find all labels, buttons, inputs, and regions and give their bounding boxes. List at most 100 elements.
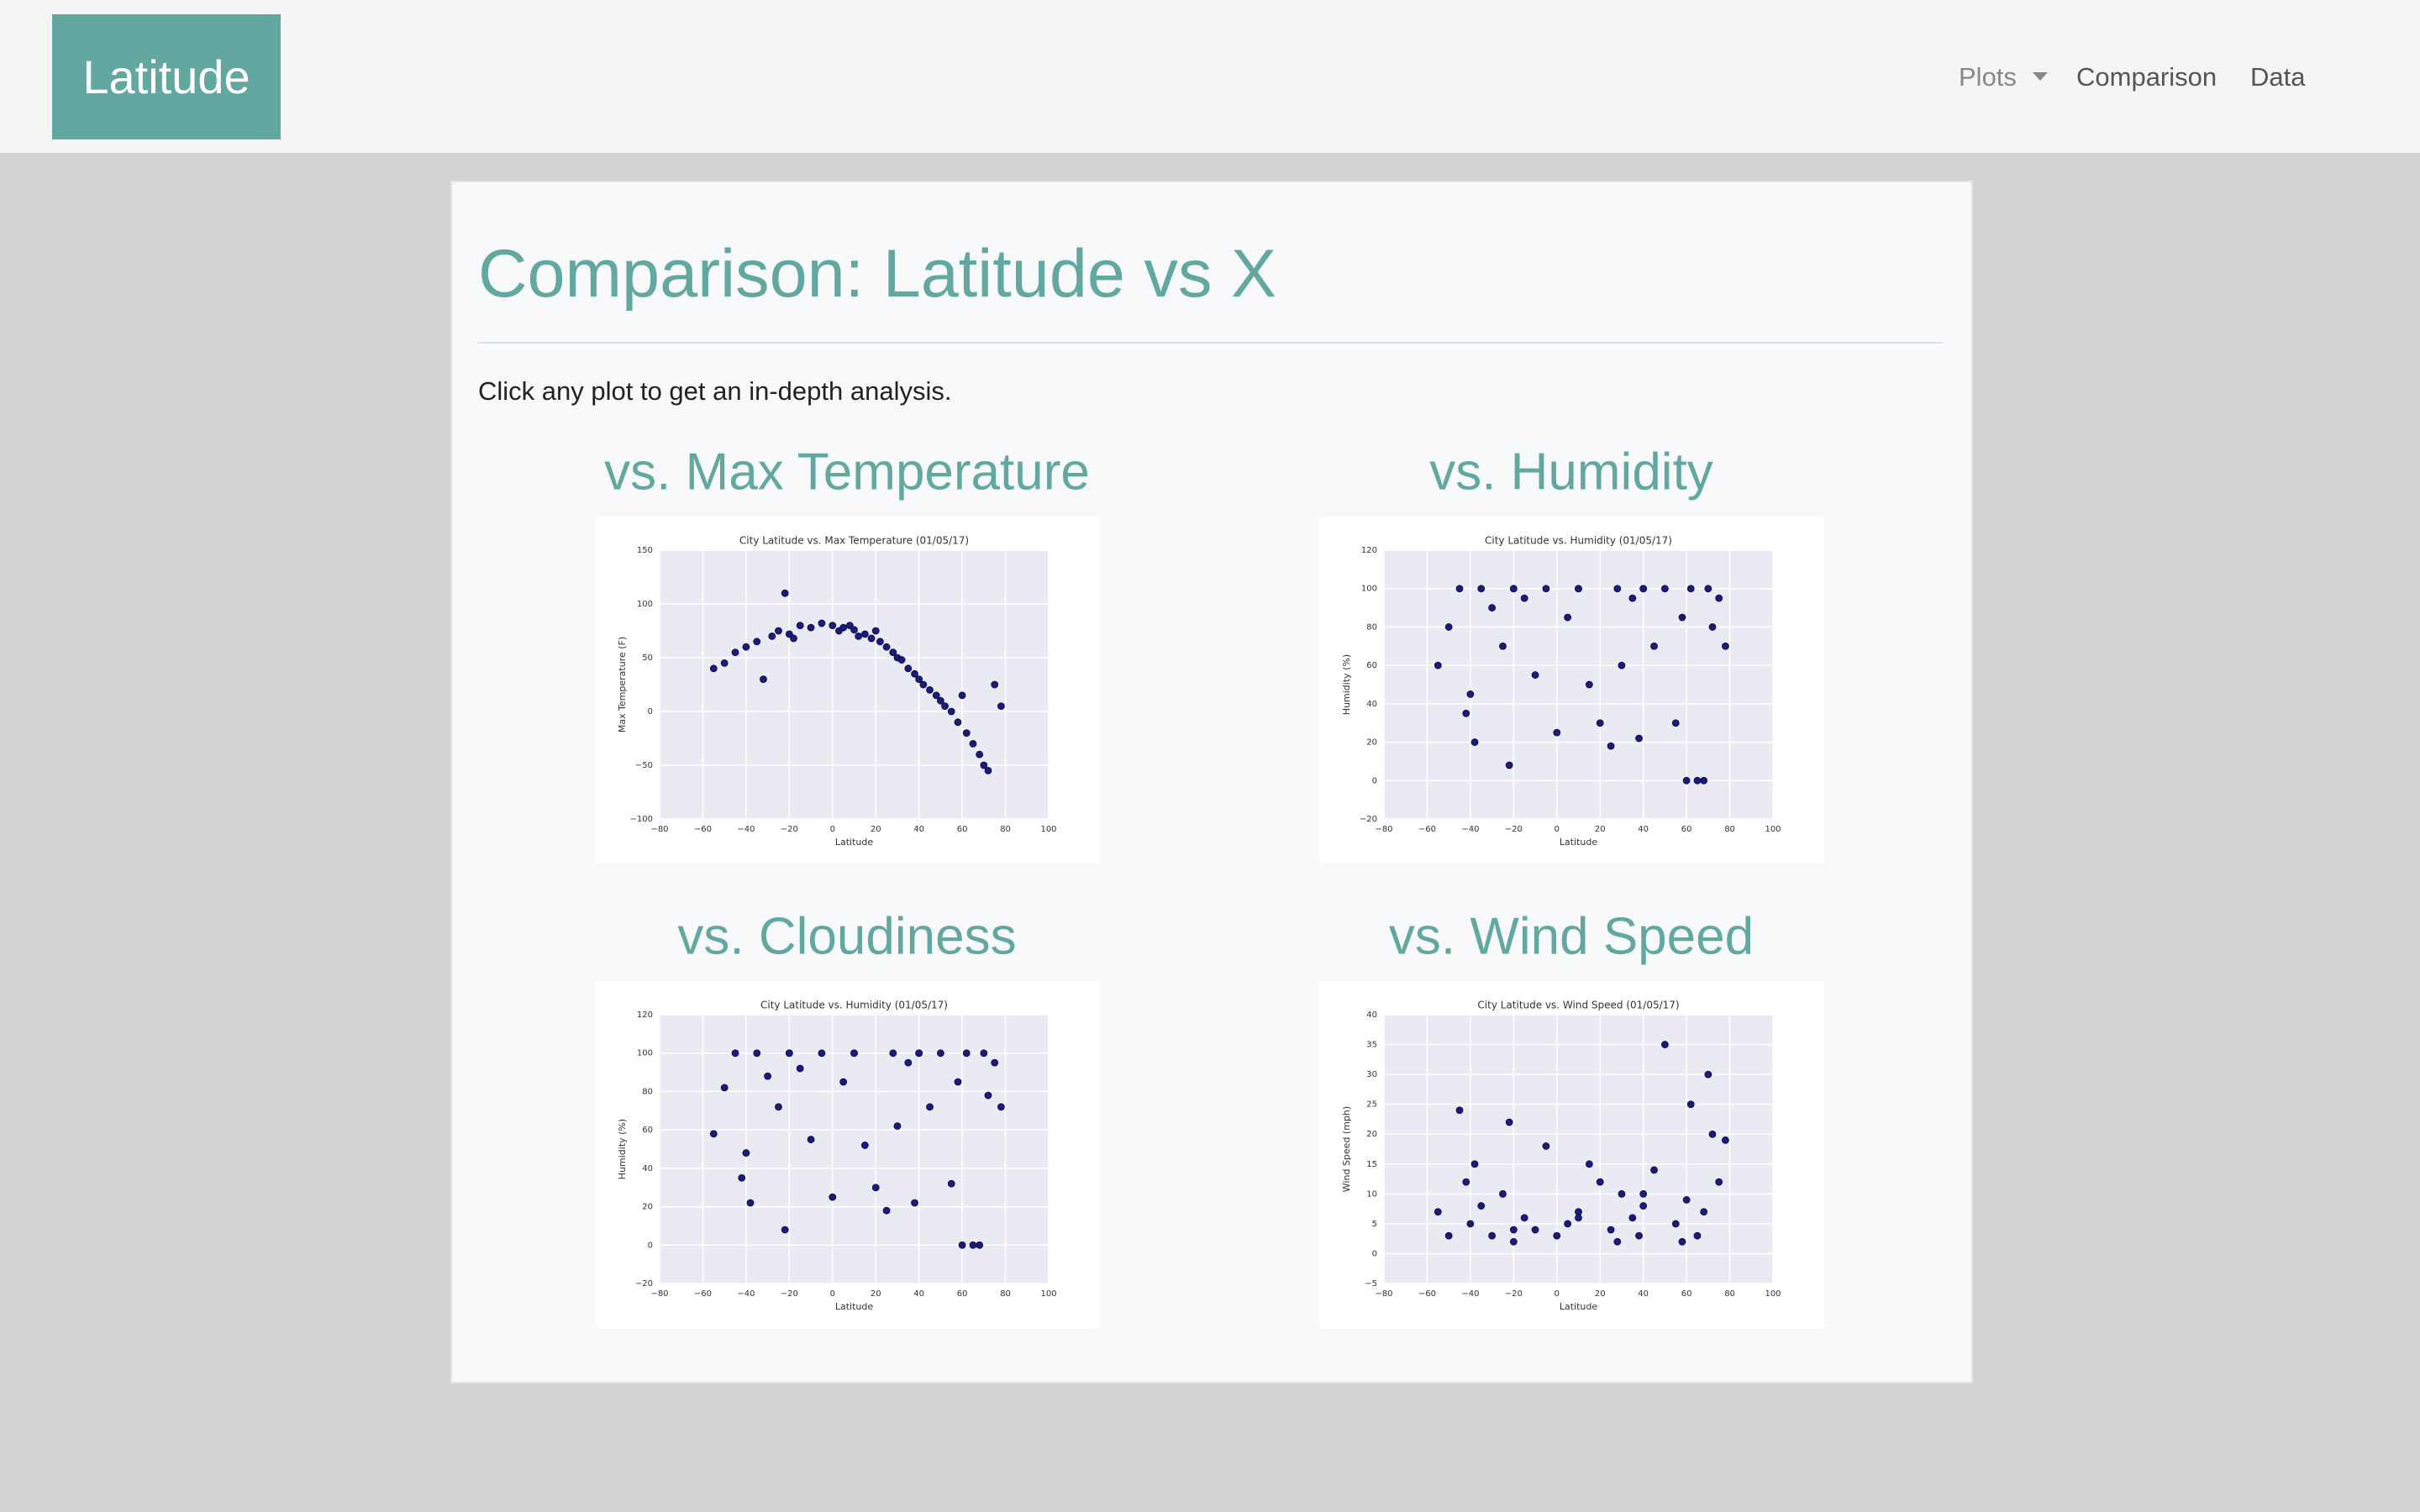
data-point xyxy=(720,659,729,667)
y-tick-label: 100 xyxy=(636,1049,652,1058)
data-point xyxy=(1487,604,1496,612)
y-axis-label: Max Temperature (F) xyxy=(617,637,628,732)
data-point xyxy=(746,1199,754,1207)
y-tick-label: 60 xyxy=(1366,661,1377,670)
x-tick-label: −40 xyxy=(1461,1289,1479,1299)
x-tick-label: −60 xyxy=(693,1289,711,1299)
x-tick-label: 60 xyxy=(956,825,967,834)
x-tick-label: 80 xyxy=(1724,825,1735,834)
y-tick-label: 5 xyxy=(1371,1220,1376,1229)
y-tick-label: 80 xyxy=(642,1087,653,1096)
x-axis-label: Latitude xyxy=(834,837,873,848)
plot-link[interactable]: −80 −60 −40 −20 0 20 40 60 80 100 −20 0 20 40 60 80 100 1… xyxy=(1318,517,1824,864)
data-point xyxy=(1628,594,1636,602)
data-point xyxy=(845,622,854,630)
data-point xyxy=(910,1199,918,1207)
y-tick-label: 150 xyxy=(636,546,652,555)
data-point xyxy=(774,1103,782,1111)
y-tick-label: 25 xyxy=(1366,1100,1377,1110)
data-point xyxy=(785,630,793,638)
y-tick-label: 40 xyxy=(1366,700,1377,709)
data-point xyxy=(763,1072,771,1080)
data-point xyxy=(839,1078,847,1086)
data-point xyxy=(954,1078,961,1086)
data-point xyxy=(1634,734,1643,743)
data-point xyxy=(910,669,918,678)
nav-comparison[interactable]: Comparison xyxy=(2076,62,2217,92)
data-point xyxy=(947,707,955,716)
data-point xyxy=(1693,1231,1701,1240)
x-tick-label: 20 xyxy=(870,1289,881,1299)
y-tick-label: 40 xyxy=(1366,1011,1377,1020)
x-tick-label: 100 xyxy=(1040,1289,1056,1299)
data-point xyxy=(936,696,944,705)
data-point xyxy=(932,691,940,700)
data-point xyxy=(1607,1226,1614,1234)
data-point xyxy=(854,632,862,640)
data-point xyxy=(741,1149,750,1157)
data-point xyxy=(1461,1178,1470,1186)
x-tick-label: −20 xyxy=(780,825,797,834)
data-point xyxy=(850,1049,858,1058)
data-point xyxy=(1434,1208,1442,1216)
data-point xyxy=(1686,585,1695,593)
dropdown-caret[interactable] xyxy=(2033,72,2048,81)
data-point xyxy=(969,1241,976,1249)
data-point xyxy=(897,656,905,664)
nav-plots[interactable]: Plots xyxy=(1959,62,2017,92)
data-point xyxy=(871,627,880,635)
data-point xyxy=(1618,1189,1625,1198)
data-point xyxy=(1470,738,1478,746)
x-tick-label: 100 xyxy=(1040,825,1056,834)
data-point xyxy=(984,766,992,774)
data-point xyxy=(796,1064,804,1073)
chart-title: City Latitude vs. Humidity (01/05/17) xyxy=(1484,535,1671,547)
data-point xyxy=(958,691,966,700)
x-tick-label: 80 xyxy=(1724,1289,1735,1299)
data-point xyxy=(1714,1178,1723,1186)
data-point xyxy=(997,702,1005,711)
data-point xyxy=(1596,1178,1604,1186)
data-point xyxy=(1585,1160,1593,1168)
plot-link[interactable]: −80 −60 −40 −20 0 20 40 60 80 100 −5 0 5 10 15 20 25 30 35… xyxy=(1318,981,1824,1328)
y-axis-label: Humidity (%) xyxy=(617,1119,628,1179)
data-point xyxy=(990,680,998,689)
data-point xyxy=(990,1058,998,1067)
x-tick-label: 80 xyxy=(1000,1289,1011,1299)
y-tick-label: −100 xyxy=(629,815,652,824)
data-point xyxy=(709,664,718,673)
y-tick-label: 60 xyxy=(642,1126,653,1135)
plot-link[interactable]: −80 −60 −40 −20 0 20 40 60 80 100 −100 −50 0 50 100 150… xyxy=(594,517,1100,864)
intro-text: Click any plot to get an in-depth analys… xyxy=(478,376,952,406)
data-point xyxy=(1574,1214,1582,1222)
data-point xyxy=(741,643,750,651)
data-point xyxy=(903,1058,912,1067)
x-tick-label: 0 xyxy=(1554,1289,1559,1299)
data-point xyxy=(850,626,858,634)
y-tick-label: 0 xyxy=(1371,1249,1376,1258)
data-point xyxy=(752,1049,760,1058)
data-point xyxy=(1531,1226,1539,1234)
data-point xyxy=(1699,776,1707,785)
nav-data[interactable]: Data xyxy=(2250,62,2306,92)
brand[interactable]: Latitude xyxy=(52,14,281,139)
data-point xyxy=(731,648,739,657)
data-point xyxy=(1505,761,1513,769)
x-axis-label: Latitude xyxy=(834,1301,873,1312)
y-tick-label: −20 xyxy=(634,1279,652,1289)
data-point xyxy=(1444,1231,1453,1240)
y-tick-label: 100 xyxy=(636,600,652,609)
data-point xyxy=(1455,1106,1463,1115)
data-point xyxy=(1660,1041,1669,1048)
data-point xyxy=(767,632,776,640)
y-tick-label: −5 xyxy=(1365,1279,1377,1289)
data-point xyxy=(925,685,934,694)
data-point xyxy=(781,1226,789,1234)
x-tick-label: −80 xyxy=(1375,825,1392,834)
data-point xyxy=(1693,776,1701,785)
x-tick-label: 60 xyxy=(1681,1289,1691,1299)
data-point xyxy=(979,761,987,769)
scatter-chart: −80 −60 −40 −20 0 20 40 60 80 100 −5 0 5 10 15 20 25 30 35… xyxy=(1341,1000,1781,1313)
plot-link[interactable]: −80 −60 −40 −20 0 20 40 60 80 100 −20 0 20 40 60 80 100 1… xyxy=(594,981,1100,1328)
data-point xyxy=(1721,1136,1729,1144)
